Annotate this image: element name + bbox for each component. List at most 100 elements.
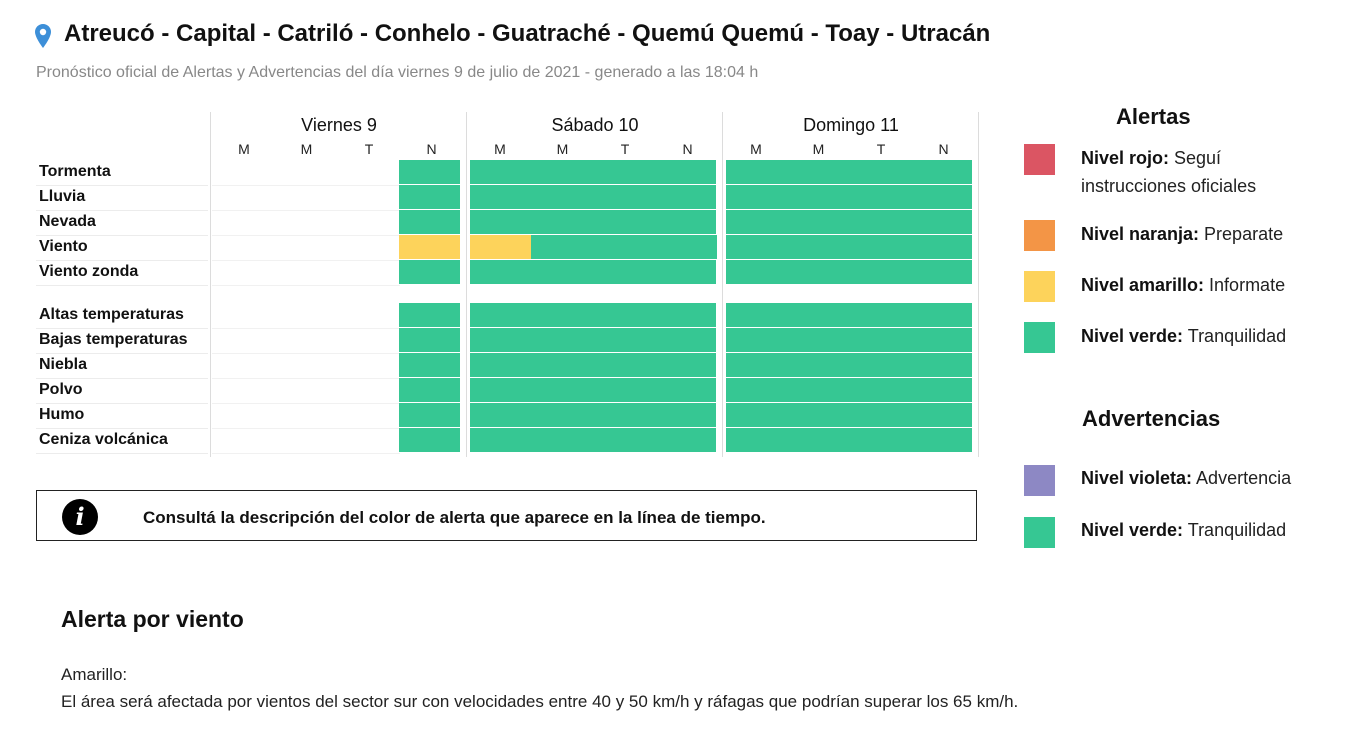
row-divider (212, 260, 400, 261)
row-divider (212, 453, 400, 454)
alert-cell-verde[interactable] (726, 328, 972, 352)
alert-cell-verde[interactable] (726, 403, 972, 427)
alert-cell-verde[interactable] (470, 428, 716, 452)
alert-cell-verde[interactable] (470, 403, 716, 427)
row-divider (212, 185, 400, 186)
row-label: Viento zonda (39, 263, 139, 280)
alert-cell-verde[interactable] (470, 210, 716, 234)
shift-label: M (750, 141, 762, 157)
alert-cell-verde[interactable] (399, 353, 460, 377)
alert-cell-verde[interactable] (399, 378, 460, 402)
alert-cell-verde[interactable] (399, 403, 460, 427)
alert-cell-verde[interactable] (399, 428, 460, 452)
alert-cell-verde[interactable] (399, 328, 460, 352)
row-divider (212, 328, 400, 329)
legend-item-amarillo: Nivel amarillo: Informate (1081, 271, 1331, 299)
shift-label: M (494, 141, 506, 157)
alert-cell-amarillo[interactable] (470, 235, 531, 259)
shift-label: M (300, 141, 313, 157)
row-divider (212, 428, 400, 429)
detail-description: El área será afectada por vientos del se… (61, 692, 1019, 711)
info-text: Consultá la descripción del color de ale… (143, 508, 766, 527)
day-separator (722, 112, 723, 457)
legend-level-desc: Advertencia (1192, 468, 1292, 488)
row-divider (212, 285, 400, 286)
legend-level-name: Nivel naranja: (1081, 224, 1200, 244)
shift-label: T (876, 141, 886, 157)
row-divider (212, 235, 400, 236)
day-header: Sábado 10 (551, 115, 639, 135)
alert-cell-verde[interactable] (470, 303, 716, 327)
legend-swatch-violeta (1024, 465, 1055, 496)
day-separator (978, 112, 979, 457)
alertas-title: Alertas (1116, 104, 1191, 129)
alert-cell-verde[interactable] (726, 303, 972, 327)
shift-label: T (364, 141, 374, 157)
shift-label: N (426, 141, 437, 157)
row-label: Ceniza volcánica (39, 431, 168, 448)
legend-level-desc: Tranquilidad (1183, 520, 1287, 540)
row-label: Altas temperaturas (39, 306, 184, 323)
alert-cell-verde[interactable] (470, 328, 716, 352)
row-divider (36, 453, 208, 454)
alert-cell-verde[interactable] (470, 260, 716, 284)
day-separator (466, 112, 467, 457)
legend-level-name: Nivel verde: (1081, 520, 1184, 540)
row-divider (36, 260, 208, 261)
alert-cell-verde[interactable] (470, 160, 716, 184)
alert-cell-verde[interactable] (470, 353, 716, 377)
row-divider (36, 328, 208, 329)
legend-item-verde: Nivel verde: Tranquilidad (1081, 322, 1331, 350)
legend-item-rojo: Nivel rojo: Seguí instrucciones oficiale… (1081, 144, 1331, 200)
shift-label: M (556, 141, 569, 157)
shift-label: T (620, 141, 630, 157)
alert-cell-amarillo[interactable] (399, 235, 460, 259)
row-divider (212, 353, 400, 354)
row-divider (36, 185, 208, 186)
alert-cell-verde[interactable] (726, 353, 972, 377)
row-divider (36, 285, 208, 286)
alert-cell-verde[interactable] (531, 235, 717, 259)
alert-cell-verde[interactable] (399, 185, 460, 209)
legend-level-name: Nivel verde: (1081, 326, 1184, 346)
alert-cell-verde[interactable] (726, 185, 972, 209)
page-subtitle: Pronóstico oficial de Alertas y Adverten… (36, 64, 759, 81)
day-header: Domingo 11 (803, 115, 899, 135)
row-label: Viento (39, 238, 88, 255)
alert-cell-verde[interactable] (470, 378, 716, 402)
alert-timeline: Viernes 9 M M T N Sábado 10 M M T N Domingo 11 M M T N… (0, 0, 1000, 470)
info-icon: i (62, 499, 98, 535)
info-banner: i Consultá la descripción del color de a… (36, 490, 977, 541)
row-divider (212, 378, 400, 379)
page-title: Atreucó - Capital - Catriló - Conhelo - … (64, 20, 991, 47)
alert-cell-verde[interactable] (726, 210, 972, 234)
row-divider (36, 428, 208, 429)
legend-level-desc: Seguí instrucciones oficiales (1081, 148, 1257, 196)
alert-cell-verde[interactable] (470, 185, 716, 209)
alert-cell-verde[interactable] (726, 235, 972, 259)
alert-cell-verde[interactable] (399, 210, 460, 234)
alert-cell-verde[interactable] (399, 160, 460, 184)
legend-level-name: Nivel rojo: (1081, 148, 1170, 168)
row-label: Niebla (39, 356, 88, 373)
row-divider (212, 210, 400, 211)
legend-level-desc: Tranquilidad (1183, 326, 1287, 346)
row-divider (36, 403, 208, 404)
day-header: Viernes 9 (301, 115, 377, 135)
legend-swatch-amarillo (1024, 271, 1055, 302)
map-pin-icon (35, 24, 51, 48)
alert-cell-verde[interactable] (726, 160, 972, 184)
legend-level-desc: Informate (1204, 275, 1286, 295)
alert-cell-verde[interactable] (726, 378, 972, 402)
advertencias-title: Advertencias (1082, 406, 1221, 431)
alert-cell-verde[interactable] (399, 303, 460, 327)
row-divider (212, 403, 400, 404)
shift-label: M (238, 141, 250, 157)
row-label: Nevada (39, 213, 96, 230)
alert-cell-verde[interactable] (726, 260, 972, 284)
row-divider (36, 353, 208, 354)
shift-label: N (938, 141, 949, 157)
alert-cell-verde[interactable] (399, 260, 460, 284)
alert-cell-verde[interactable] (726, 428, 972, 452)
row-label: Polvo (39, 381, 83, 398)
